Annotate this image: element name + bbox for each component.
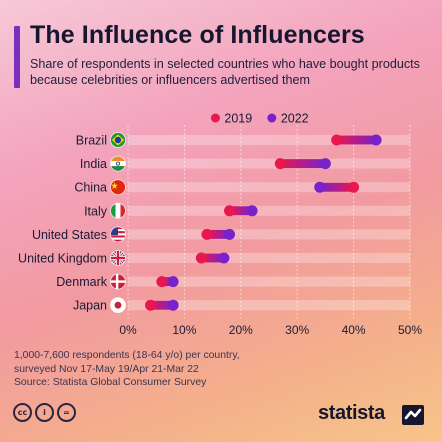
license-icons: cc i = xyxy=(13,403,76,422)
flag-canton xyxy=(110,226,118,236)
point-2019-united-kingdom xyxy=(195,252,207,264)
source-note: Source: Statista Global Consumer Survey xyxy=(14,377,207,388)
united-kingdom-flag-icon xyxy=(110,250,126,266)
flag-stripe-4 xyxy=(110,235,126,238)
chart-subtitle: Share of respondents in selected countri… xyxy=(30,57,420,87)
cc-license-icon[interactable]: cc xyxy=(13,403,32,422)
point-2019-brazil xyxy=(331,134,343,146)
india-flag-ring xyxy=(110,155,126,172)
footnote-line-2: surveyed Nov 17-May 19/Apr 21-Mar 22 xyxy=(14,363,199,375)
legend-label-2022: 2022 xyxy=(281,112,309,126)
united-states-flag-icon xyxy=(110,226,126,242)
point-2019-united-states xyxy=(201,228,213,240)
flag-stripe-top xyxy=(110,156,126,162)
row-band-5 xyxy=(128,253,410,263)
row-band-6 xyxy=(128,276,410,287)
x-tick-label-3: 30% xyxy=(285,323,309,337)
row-band-0 xyxy=(128,135,410,145)
flag-star xyxy=(111,182,118,189)
italy-flag-icon xyxy=(110,203,126,219)
point-2022-brazil xyxy=(370,134,382,146)
category-label-denmark: Denmark xyxy=(56,275,107,289)
statista-logo-text[interactable]: statista xyxy=(318,402,385,424)
flag-cross-h xyxy=(110,280,126,283)
title-accent-bar xyxy=(14,26,20,88)
statista-logo-icon[interactable] xyxy=(402,405,424,425)
flag-stripe-5 xyxy=(110,237,126,240)
row-band-1 xyxy=(128,158,410,169)
point-2022-china xyxy=(314,181,326,193)
denmark-flag-icon xyxy=(110,274,126,290)
point-2019-india xyxy=(274,158,286,170)
row-band-3 xyxy=(128,205,410,216)
flag-stripe-6 xyxy=(110,239,126,242)
japan-flag-icon xyxy=(110,297,126,313)
footnote-line-1: 1,000-7,600 respondents (18-64 y/o) per … xyxy=(14,350,240,361)
point-2022-united-kingdom xyxy=(218,252,230,264)
x-tick-label-2: 20% xyxy=(229,323,253,337)
denmark-flag-ring xyxy=(110,273,126,290)
x-tick-label-5: 50% xyxy=(398,323,422,337)
flag-stripe-left xyxy=(110,203,116,219)
flag-sun xyxy=(114,301,122,309)
point-2019-denmark xyxy=(156,276,168,288)
flag-wheel xyxy=(116,161,121,166)
category-label-italy: Italy xyxy=(84,204,108,218)
x-tick-label-0: 0% xyxy=(119,323,137,337)
legend-marker-2019 xyxy=(210,113,220,123)
category-label-india: India xyxy=(80,157,107,171)
x-tick-label-1: 10% xyxy=(172,323,196,337)
china-flag-ring xyxy=(110,179,126,196)
united-states-flag-ring xyxy=(110,226,126,243)
legend-marker-2022 xyxy=(267,113,277,123)
dumbbell-chart: 2019 2022 Brazil India China Italy United Stat… xyxy=(18,112,422,338)
point-2022-denmark xyxy=(167,276,179,288)
india-flag-icon xyxy=(110,156,126,172)
brazil-flag-icon xyxy=(110,132,126,148)
china-flag-icon xyxy=(110,179,126,195)
row-band-2 xyxy=(128,182,410,193)
italy-flag-ring xyxy=(110,202,126,219)
chart-footer: 1,000-7,600 respondents (18-64 y/o) per … xyxy=(14,349,240,390)
point-2019-japan xyxy=(145,299,157,311)
point-2019-italy xyxy=(224,205,236,217)
flag-globe xyxy=(114,136,122,144)
category-label-brazil: Brazil xyxy=(76,134,107,148)
brazil-flag-ring xyxy=(110,132,126,148)
point-2022-india xyxy=(319,158,331,170)
category-label-united-kingdom: United Kingdom xyxy=(18,252,107,266)
category-label-japan: Japan xyxy=(73,299,107,313)
category-label-united-states: United States xyxy=(32,228,107,242)
point-2022-united-states xyxy=(224,228,236,240)
attribution-icon[interactable]: i xyxy=(35,403,54,422)
row-band-7 xyxy=(128,300,410,311)
flag-stripe-bottom xyxy=(110,166,126,172)
flag-stripe-mid xyxy=(115,203,121,219)
x-tick-label-4: 40% xyxy=(342,323,366,337)
no-derivatives-icon[interactable]: = xyxy=(57,403,76,422)
row-band-4 xyxy=(128,229,410,240)
flag-stripe-mid xyxy=(110,161,126,167)
legend-label-2019: 2019 xyxy=(224,112,252,126)
chart-title: The Influence of Influencers xyxy=(30,21,365,49)
point-2022-italy xyxy=(246,205,258,217)
point-2019-china xyxy=(348,181,360,193)
flag-stripe-right xyxy=(120,203,126,219)
point-2022-japan xyxy=(167,299,179,311)
category-label-china: China xyxy=(74,181,107,195)
united-kingdom-flag-ring xyxy=(110,250,126,266)
japan-flag-ring xyxy=(110,297,126,314)
flag-cross-h xyxy=(110,256,126,260)
